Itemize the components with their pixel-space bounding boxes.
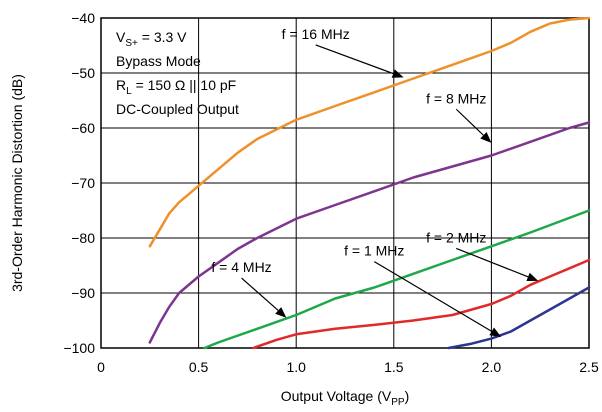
series-label-2: f = 4 MHz — [211, 259, 271, 275]
condition-mode: Bypass Mode — [116, 53, 201, 69]
series-label-4: f = 1 MHz — [344, 243, 404, 259]
x-axis-label: Output Voltage (VPP) — [281, 388, 410, 408]
series-label-3: f = 2 MHz — [426, 229, 486, 245]
y-tick-label: −50 — [71, 65, 95, 81]
x-tick-label: 0 — [97, 359, 105, 375]
x-tick-label: 2.5 — [579, 359, 599, 375]
y-axis-label: 3rd-Order Harmonic Distortion (dB) — [9, 74, 25, 292]
x-tick-label: 0.5 — [189, 359, 209, 375]
condition-coupling: DC-Coupled Output — [116, 101, 239, 117]
x-tick-label: 1.5 — [384, 359, 404, 375]
x-axis-ticks: 0 0.5 1.0 1.5 2.0 2.5 — [97, 359, 599, 375]
x-tick-label: 1.0 — [286, 359, 306, 375]
series-label-0: f = 16 MHz — [282, 26, 350, 42]
y-tick-label: −80 — [71, 230, 95, 246]
y-axis-ticks: −40 −50 −60 −70 −80 −90 −100 — [63, 10, 95, 356]
y-tick-label: −70 — [71, 175, 95, 191]
y-tick-label: −100 — [63, 340, 95, 356]
y-tick-label: −40 — [71, 10, 95, 26]
y-tick-label: −90 — [71, 285, 95, 301]
y-tick-label: −60 — [71, 120, 95, 136]
series-label-1: f = 8 MHz — [426, 90, 486, 106]
x-tick-label: 2.0 — [482, 359, 502, 375]
